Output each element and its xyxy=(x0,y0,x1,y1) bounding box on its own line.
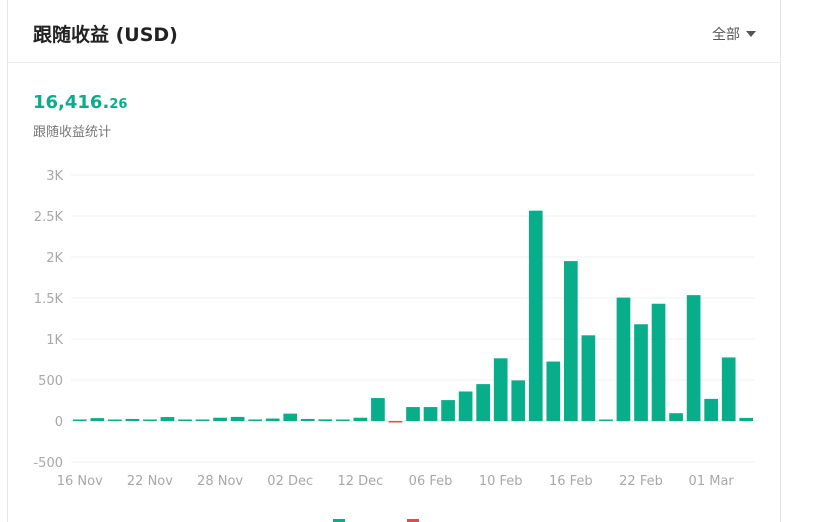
bar[interactable] xyxy=(283,413,298,421)
range-filter-label: 全部 xyxy=(712,27,740,43)
x-tick-label: 28 Nov xyxy=(197,474,243,489)
bar[interactable] xyxy=(406,407,420,421)
bar[interactable] xyxy=(441,400,455,421)
x-tick-label: 02 Dec xyxy=(267,474,313,489)
y-tick-label: -500 xyxy=(33,456,63,471)
bar[interactable] xyxy=(599,419,613,422)
total-earnings-integer: 16,416. xyxy=(33,92,110,113)
bar[interactable] xyxy=(336,419,350,422)
bar[interactable] xyxy=(564,261,578,421)
x-tick-label: 16 Feb xyxy=(549,474,593,489)
bar[interactable] xyxy=(178,419,192,422)
bar[interactable] xyxy=(108,419,122,422)
y-tick-label: 500 xyxy=(38,374,63,389)
total-earnings-label: 跟随收益统计 xyxy=(33,125,112,140)
bar[interactable] xyxy=(739,417,754,421)
y-axis-ticks: -500 0 500 1K 1.5K 2K 2.5K 3K xyxy=(33,169,63,471)
bar[interactable] xyxy=(651,303,666,421)
bar[interactable] xyxy=(125,418,140,421)
y-tick-label: 0 xyxy=(55,415,63,430)
earnings-card: 跟随收益 (USD) 全部 16,416.26 跟随收益统计 xyxy=(7,0,781,522)
bar[interactable] xyxy=(476,384,490,421)
legend-swatch-negative[interactable] xyxy=(407,519,419,522)
y-tick-label: 2K xyxy=(46,251,63,266)
card-header: 跟随收益 (USD) 全部 xyxy=(8,0,780,63)
bar[interactable] xyxy=(143,419,157,422)
y-tick-label: 2.5K xyxy=(34,210,64,225)
x-tick-label: 16 Nov xyxy=(57,474,103,489)
bar[interactable] xyxy=(265,418,280,421)
bar[interactable] xyxy=(511,380,526,421)
bar[interactable] xyxy=(300,418,315,421)
bar[interactable] xyxy=(704,398,718,421)
x-tick-label: 06 Feb xyxy=(409,474,453,489)
bar[interactable] xyxy=(213,417,227,421)
caret-down-icon xyxy=(746,31,756,37)
bar[interactable] xyxy=(160,417,175,421)
bar[interactable] xyxy=(546,361,561,421)
bar[interactable] xyxy=(353,417,368,421)
x-tick-label: 22 Feb xyxy=(619,474,663,489)
bar[interactable] xyxy=(616,297,631,421)
legend-swatch-positive[interactable] xyxy=(333,519,345,522)
bar[interactable] xyxy=(248,419,262,422)
x-tick-label: 12 Dec xyxy=(337,474,383,489)
bar[interactable] xyxy=(318,419,333,421)
bar[interactable] xyxy=(528,210,543,421)
total-earnings-decimal: 26 xyxy=(109,97,128,112)
bar[interactable] xyxy=(493,358,508,421)
card-title: 跟随收益 (USD) xyxy=(33,24,178,46)
bar[interactable] xyxy=(72,419,87,422)
bars xyxy=(72,210,754,423)
x-tick-label: 01 Mar xyxy=(689,474,735,489)
bar[interactable] xyxy=(423,407,438,421)
bar[interactable] xyxy=(669,413,683,421)
y-tick-label: 1.5K xyxy=(34,292,64,307)
x-tick-label: 22 Nov xyxy=(127,474,173,489)
bar[interactable] xyxy=(195,419,210,422)
bar[interactable] xyxy=(634,324,648,421)
bar[interactable] xyxy=(581,335,596,421)
x-axis-ticks: 16 Nov 22 Nov 28 Nov 02 Dec 12 Dec 06 Feb 10 F… xyxy=(57,474,735,489)
bar[interactable] xyxy=(686,295,701,421)
total-earnings: 16,416.26 xyxy=(33,92,127,113)
bar[interactable] xyxy=(388,421,403,423)
bar[interactable] xyxy=(230,416,245,421)
bar[interactable] xyxy=(458,391,473,421)
bar[interactable] xyxy=(371,398,385,421)
y-tick-label: 1K xyxy=(46,333,63,348)
y-tick-label: 3K xyxy=(46,169,63,184)
bar[interactable] xyxy=(721,357,736,421)
range-filter-dropdown[interactable]: 全部 xyxy=(712,24,756,44)
bar[interactable] xyxy=(90,418,105,421)
x-tick-label: 10 Feb xyxy=(479,474,523,489)
